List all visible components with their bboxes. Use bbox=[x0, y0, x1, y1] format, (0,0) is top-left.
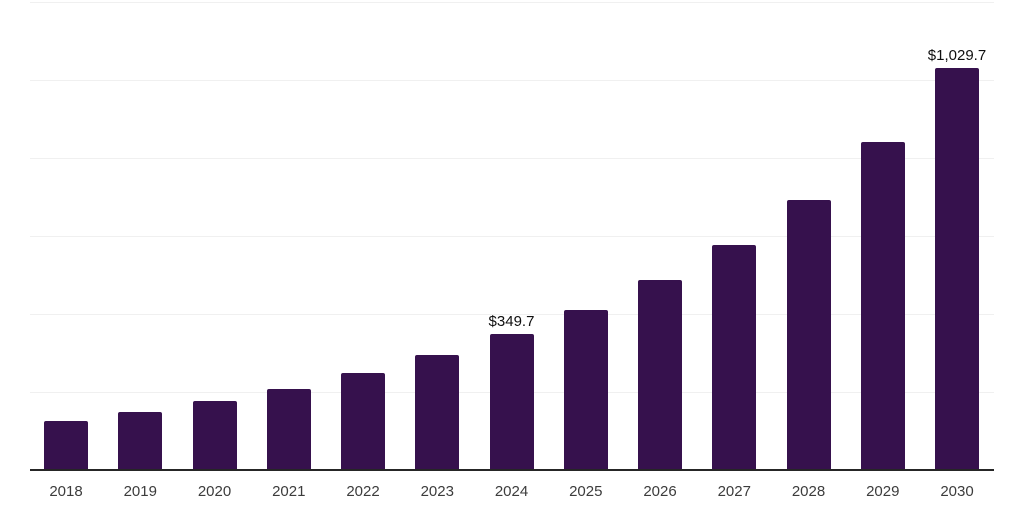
gridline-400 bbox=[30, 314, 994, 315]
bar-2018 bbox=[44, 420, 88, 470]
bar-2025 bbox=[563, 309, 608, 470]
bar-2019 bbox=[118, 411, 163, 470]
x-tick-label-2020: 2020 bbox=[197, 483, 232, 500]
bar-2026 bbox=[638, 280, 682, 470]
gridline-800 bbox=[30, 158, 994, 159]
x-axis-line bbox=[30, 469, 994, 471]
bar-2030 bbox=[935, 68, 979, 470]
x-tick-label-2025: 2025 bbox=[569, 483, 603, 500]
bar-2029 bbox=[860, 141, 905, 470]
x-tick-label-2023: 2023 bbox=[420, 483, 454, 500]
x-tick-label-2024: 2024 bbox=[494, 483, 529, 500]
bar-2022 bbox=[341, 373, 385, 470]
x-tick-label-2030: 2030 bbox=[940, 483, 974, 500]
gridline-1000 bbox=[30, 80, 994, 81]
data-label-2024: $349.7 bbox=[488, 312, 535, 330]
x-tick-label-2022: 2022 bbox=[346, 483, 380, 500]
gridline-1200 bbox=[30, 2, 994, 3]
bar-2020 bbox=[192, 400, 237, 470]
x-tick-label-2018: 2018 bbox=[49, 483, 83, 500]
x-tick-label-2026: 2026 bbox=[643, 483, 677, 500]
bar-2027 bbox=[712, 244, 757, 470]
bar-2024 bbox=[489, 333, 534, 470]
x-tick-label-2021: 2021 bbox=[272, 483, 306, 500]
plot-area: $349.7 $1,029.7 bbox=[30, 2, 994, 471]
bar-2021 bbox=[266, 389, 311, 470]
bar-2023 bbox=[415, 355, 460, 470]
data-label-2030: $1,029.7 bbox=[927, 47, 987, 65]
x-tick-label-2029: 2029 bbox=[866, 483, 900, 500]
gridline-600 bbox=[30, 236, 994, 237]
x-tick-label-2027: 2027 bbox=[717, 483, 751, 500]
x-tick-label-2019: 2019 bbox=[123, 483, 157, 500]
x-tick-label-2028: 2028 bbox=[791, 483, 826, 500]
bar-2028 bbox=[786, 200, 831, 470]
